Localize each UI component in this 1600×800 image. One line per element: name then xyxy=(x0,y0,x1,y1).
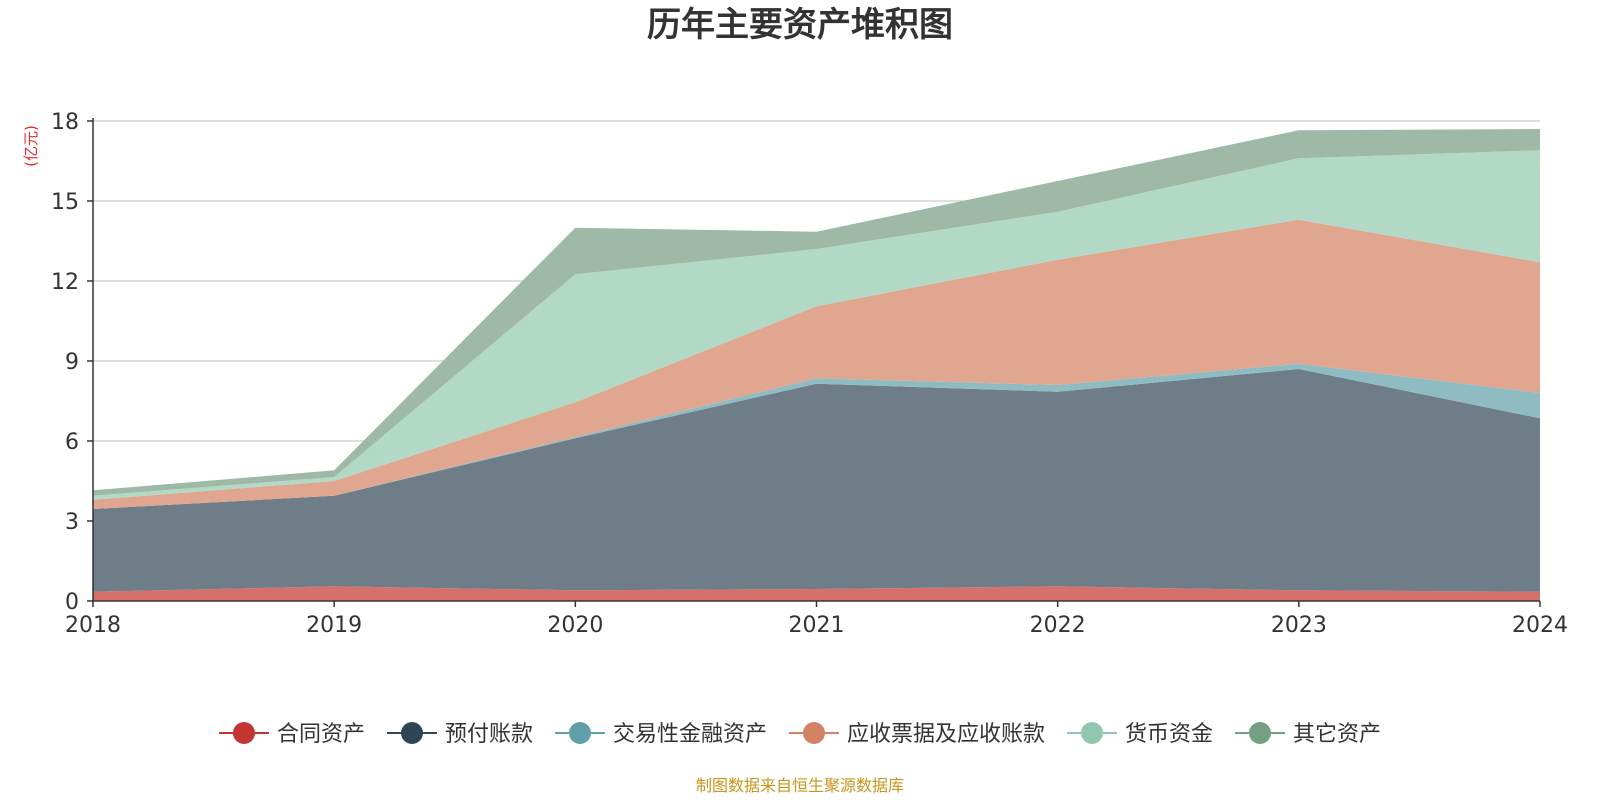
legend-label: 货币资金 xyxy=(1125,722,1213,747)
area-应收票据及应收账款 xyxy=(93,219,1540,509)
area-货币资金 xyxy=(93,150,1540,500)
legend-marker-icon xyxy=(233,722,255,744)
legend-marker-icon xyxy=(803,722,825,744)
y-tick-label: 9 xyxy=(65,350,79,375)
x-tick-label: 2024 xyxy=(1512,613,1568,638)
legend-item[interactable]: 货币资金 xyxy=(1067,722,1213,747)
stacked-areas xyxy=(93,129,1540,601)
legend-marker-icon xyxy=(1081,722,1103,744)
area-预付账款 xyxy=(93,369,1540,592)
x-axis-ticks: 2018 2019 2020 2021 2022 2023 2024 xyxy=(65,601,1568,638)
area-交易性金融资产 xyxy=(93,363,1540,509)
y-tick-label: 18 xyxy=(51,110,79,135)
legend-item[interactable]: 交易性金融资产 xyxy=(555,722,767,747)
x-tick-label: 2019 xyxy=(306,613,362,638)
y-tick-label: 3 xyxy=(65,510,79,535)
y-tick-label: 12 xyxy=(51,270,79,295)
chart-title: 历年主要资产堆积图 xyxy=(647,5,953,45)
x-tick-label: 2021 xyxy=(789,613,845,638)
legend-item[interactable]: 合同资产 xyxy=(219,722,365,747)
legend-marker-icon xyxy=(1249,722,1271,744)
legend: 合同资产 预付账款 交易性金融资产 应收票据及应收账款 货币资金 其它资产 xyxy=(219,722,1381,747)
legend-label: 预付账款 xyxy=(445,722,533,747)
legend-marker-icon xyxy=(569,722,591,744)
legend-item[interactable]: 预付账款 xyxy=(387,722,533,747)
legend-item[interactable]: 应收票据及应收账款 xyxy=(789,722,1045,747)
legend-label: 其它资产 xyxy=(1293,722,1381,747)
y-axis-ticks: 0 3 6 9 12 15 18 xyxy=(51,110,93,615)
legend-marker-icon xyxy=(401,722,423,744)
legend-label: 交易性金融资产 xyxy=(613,722,767,747)
x-tick-label: 2020 xyxy=(547,613,603,638)
area-合同资产 xyxy=(93,586,1540,601)
x-tick-label: 2018 xyxy=(65,613,121,638)
legend-label: 合同资产 xyxy=(277,722,365,747)
y-tick-label: 15 xyxy=(51,190,79,215)
y-axis-unit-label: (亿元) xyxy=(22,125,40,167)
y-tick-label: 0 xyxy=(65,590,79,615)
x-tick-label: 2023 xyxy=(1271,613,1327,638)
source-note: 制图数据来自恒生聚源数据库 xyxy=(696,776,904,795)
legend-label: 应收票据及应收账款 xyxy=(847,722,1045,747)
x-tick-label: 2022 xyxy=(1030,613,1086,638)
y-tick-label: 6 xyxy=(65,430,79,455)
legend-item[interactable]: 其它资产 xyxy=(1235,722,1381,747)
